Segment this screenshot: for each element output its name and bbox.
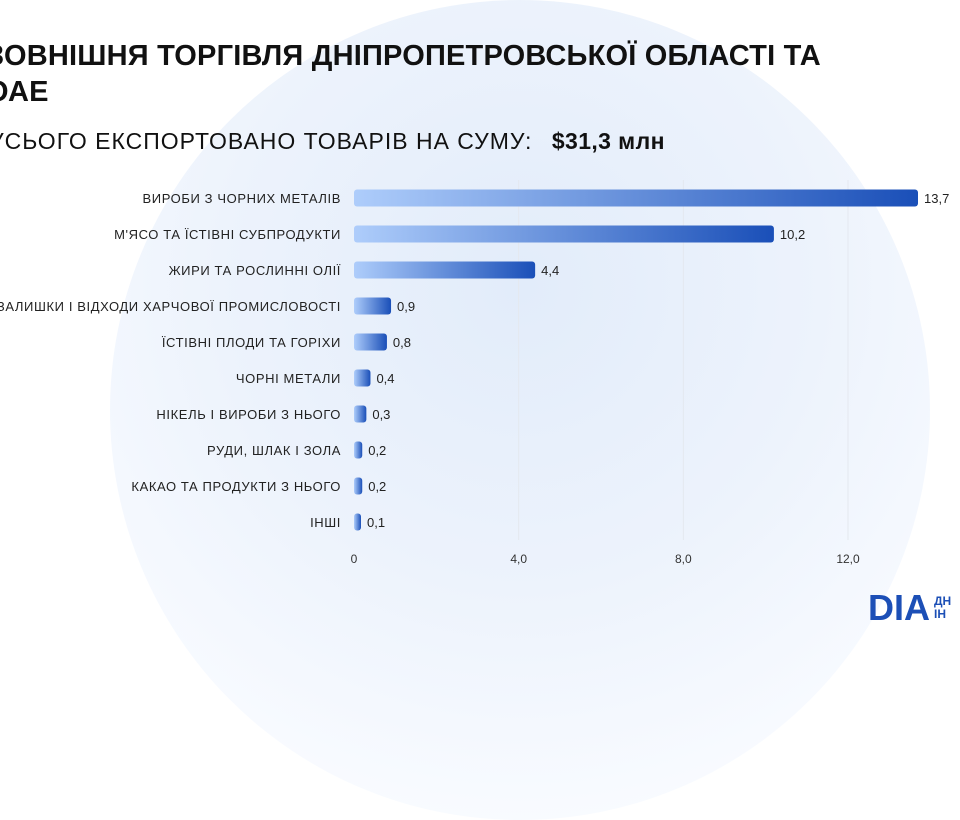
title-line-2: ОАЕ (0, 76, 49, 108)
category-label: ІНШІ (310, 515, 341, 530)
category-label: РУДИ, ШЛАК І ЗОЛА (207, 443, 341, 458)
subtitle: УСЬОГО ЕКСПОРТОВАНО ТОВАРІВ НА СУМУ: $31… (0, 126, 665, 156)
logo-text-line-2: ІН (934, 607, 946, 621)
value-label: 0,2 (368, 479, 386, 494)
category-label: ЧОРНІ МЕТАЛИ (236, 371, 341, 386)
value-label: 0,3 (372, 407, 390, 422)
category-label: ВИРОБИ З ЧОРНИХ МЕТАЛІВ (142, 191, 341, 206)
logo-mark: DIA (868, 587, 930, 628)
export-total: $31,3 млн (551, 128, 665, 154)
value-label: 0,2 (368, 443, 386, 458)
x-tick-label: 4,0 (510, 552, 527, 566)
value-label: 10,2 (780, 227, 805, 242)
background-circle (110, 0, 930, 820)
value-label: 0,9 (397, 299, 415, 314)
title-line-1: ЗОВНІШНЯ ТОРГІВЛЯ ДНІПРОПЕТРОВСЬКОЇ ОБЛА… (0, 40, 821, 72)
dia-logo: DIA ДН ІН (868, 588, 951, 628)
value-label: 0,8 (393, 335, 411, 350)
bar (354, 189, 918, 207)
value-label: 4,4 (541, 263, 559, 278)
x-tick-label: 8,0 (675, 552, 692, 566)
bar (354, 405, 367, 423)
bar (354, 369, 371, 387)
bar-chart: 0 4,0 8,0 12,0 ВИРОБИ З ЧОРНИХ МЕТАЛІВ 13,7 М'… (0, 180, 949, 566)
category-label: КАКАО ТА ПРОДУКТИ З НЬОГО (131, 479, 341, 494)
x-tick-label: 12,0 (836, 552, 860, 566)
bar (354, 297, 392, 315)
value-label: 0,1 (367, 515, 385, 530)
category-label: ЖИРИ ТА РОСЛИННІ ОЛІЇ (169, 263, 341, 278)
bar (354, 333, 387, 351)
subtitle-label: УСЬОГО ЕКСПОРТОВАНО ТОВАРІВ НА СУМУ: (0, 128, 533, 154)
logo-text-line-1: ДН (934, 594, 952, 608)
bars (354, 189, 918, 531)
category-label: ЗАЛИШКИ І ВІДХОДИ ХАРЧОВОЇ ПРОМИСЛОВОСТІ (0, 299, 341, 314)
category-label: НІКЕЛЬ І ВИРОБИ З НЬОГО (156, 407, 341, 422)
x-tick-label: 0 (351, 552, 358, 566)
bar (354, 441, 363, 459)
bar (354, 225, 774, 243)
bar (354, 477, 363, 495)
value-label: 13,7 (924, 191, 949, 206)
category-label: ЇСТІВНІ ПЛОДИ ТА ГОРІХИ (162, 335, 341, 350)
category-label: М'ЯСО ТА ЇСТІВНІ СУБПРОДУКТИ (114, 227, 341, 242)
page-title: ЗОВНІШНЯ ТОРГІВЛЯ ДНІПРОПЕТРОВСЬКОЇ ОБЛА… (0, 38, 821, 110)
labels: 0 4,0 8,0 12,0 ВИРОБИ З ЧОРНИХ МЕТАЛІВ 13,7 М'… (0, 191, 949, 566)
logo-text: ДН ІН (934, 595, 951, 621)
bar (354, 513, 361, 531)
value-label: 0,4 (376, 371, 394, 386)
bar (354, 261, 536, 279)
